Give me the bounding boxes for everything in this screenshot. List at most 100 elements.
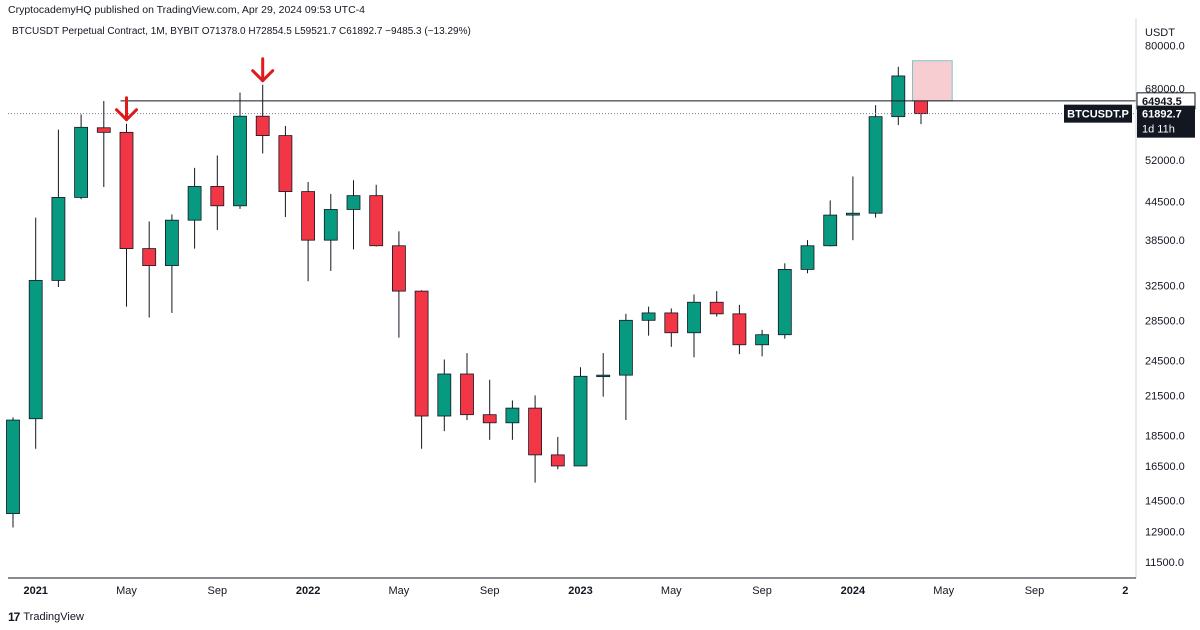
candle[interactable] [482, 379, 497, 440]
candle-body [391, 245, 406, 292]
candle-body [800, 245, 815, 270]
candle[interactable] [641, 306, 656, 336]
candle-body [96, 127, 111, 133]
candle-body [255, 115, 270, 137]
candle[interactable] [596, 353, 611, 397]
candle-body [369, 195, 384, 247]
price-tick-label: 28500.0 [1145, 315, 1185, 327]
time-tick-label: Sep [480, 585, 500, 597]
price-tick-label: 12900.0 [1145, 527, 1185, 539]
resistance-price-label: 64943.5 [1142, 96, 1182, 108]
time-tick-label: May [389, 585, 410, 597]
candle[interactable] [732, 304, 747, 355]
price-tick-label: 14500.0 [1145, 495, 1185, 507]
candle[interactable] [233, 92, 247, 209]
candle-body [278, 135, 293, 192]
candle-body [233, 115, 247, 207]
candle[interactable] [255, 84, 270, 154]
arrow-head [251, 69, 275, 83]
candle[interactable] [891, 66, 906, 126]
candle[interactable] [777, 263, 792, 339]
down-arrow-icon [115, 96, 138, 122]
tradingview-logo[interactable]: 17 TradingView [8, 610, 84, 624]
candlestick-chart[interactable]: 80000.068000.060000.052000.044500.038500… [0, 18, 1200, 608]
candle[interactable] [96, 101, 111, 188]
candle-body [596, 374, 611, 378]
candle-body [823, 214, 838, 247]
time-tick-label: 2023 [568, 585, 592, 597]
candle[interactable] [278, 125, 293, 217]
candle[interactable] [301, 181, 316, 282]
candle[interactable] [573, 367, 588, 467]
symbol-tag [1064, 104, 1132, 123]
candle-body [528, 407, 542, 456]
time-tick-label: 2 [1122, 585, 1128, 597]
candle[interactable] [550, 436, 565, 470]
candles-layer [6, 66, 928, 528]
candle[interactable] [391, 231, 406, 338]
candle[interactable] [142, 221, 157, 318]
candle-body [755, 334, 769, 346]
current-price-label: 61892.7 [1142, 109, 1182, 121]
candle-body [846, 212, 860, 216]
time-tick-label: 2024 [841, 585, 866, 597]
candle-body [301, 191, 316, 241]
candle-body [460, 373, 474, 416]
candle[interactable] [119, 123, 134, 307]
candle-body [891, 75, 906, 118]
candle[interactable] [210, 155, 225, 230]
candle[interactable] [187, 167, 202, 249]
candle[interactable] [755, 329, 769, 357]
candle[interactable] [369, 184, 384, 247]
candle[interactable] [346, 180, 361, 250]
time-tick-label: May [116, 585, 137, 597]
time-tick-label: Sep [1025, 585, 1045, 597]
candle-body [414, 290, 429, 417]
time-tick-label: Sep [752, 585, 772, 597]
symbol-tag-label: BTCUSDT.P [1067, 109, 1129, 121]
price-tick-label: 21500.0 [1145, 390, 1185, 402]
candle[interactable] [664, 308, 679, 347]
candle[interactable] [460, 353, 474, 421]
price-tick-label: 18500.0 [1145, 430, 1185, 442]
candle-body [437, 373, 452, 417]
candle[interactable] [528, 395, 542, 483]
candle[interactable] [437, 359, 452, 432]
candle-body [164, 219, 179, 266]
candle-body [573, 375, 588, 467]
candle[interactable] [619, 313, 633, 421]
candle[interactable] [868, 105, 883, 218]
candle[interactable] [164, 214, 179, 313]
candle[interactable] [505, 400, 520, 440]
candle-body [323, 209, 338, 241]
candle[interactable] [823, 200, 838, 247]
candle[interactable] [846, 176, 860, 241]
down-arrow-icon [251, 57, 275, 83]
candle[interactable] [51, 129, 66, 287]
candle[interactable] [28, 217, 43, 449]
candle-body [687, 301, 701, 334]
time-axis[interactable]: 2021 May Sep 2022 May Sep 2023 May Sep 2024 May Sep… [23, 585, 1128, 597]
candle[interactable] [323, 193, 338, 271]
overlays-layer [8, 57, 1136, 122]
symbol-info-line: BTCUSDT Perpetual Contract, 1M, BYBIT O7… [12, 26, 471, 37]
price-tick-label: 38500.0 [1145, 235, 1185, 247]
highlight-box [912, 60, 953, 102]
candle[interactable] [687, 294, 701, 358]
candle[interactable] [709, 291, 724, 317]
candle[interactable] [6, 417, 20, 528]
candle-body [550, 454, 565, 467]
price-tick-label: 24500.0 [1145, 356, 1185, 368]
candle[interactable] [74, 114, 88, 200]
candle-body [732, 313, 747, 346]
time-tick-label: Sep [208, 585, 228, 597]
price-tick-label: 52000.0 [1145, 155, 1185, 167]
time-tick-label: 2022 [296, 585, 320, 597]
candle-body [641, 312, 656, 321]
candle-body [187, 186, 202, 221]
price-tick-label: 11500.0 [1145, 557, 1184, 569]
candle-body [51, 197, 66, 281]
candle[interactable] [800, 240, 815, 274]
candle[interactable] [414, 290, 429, 449]
